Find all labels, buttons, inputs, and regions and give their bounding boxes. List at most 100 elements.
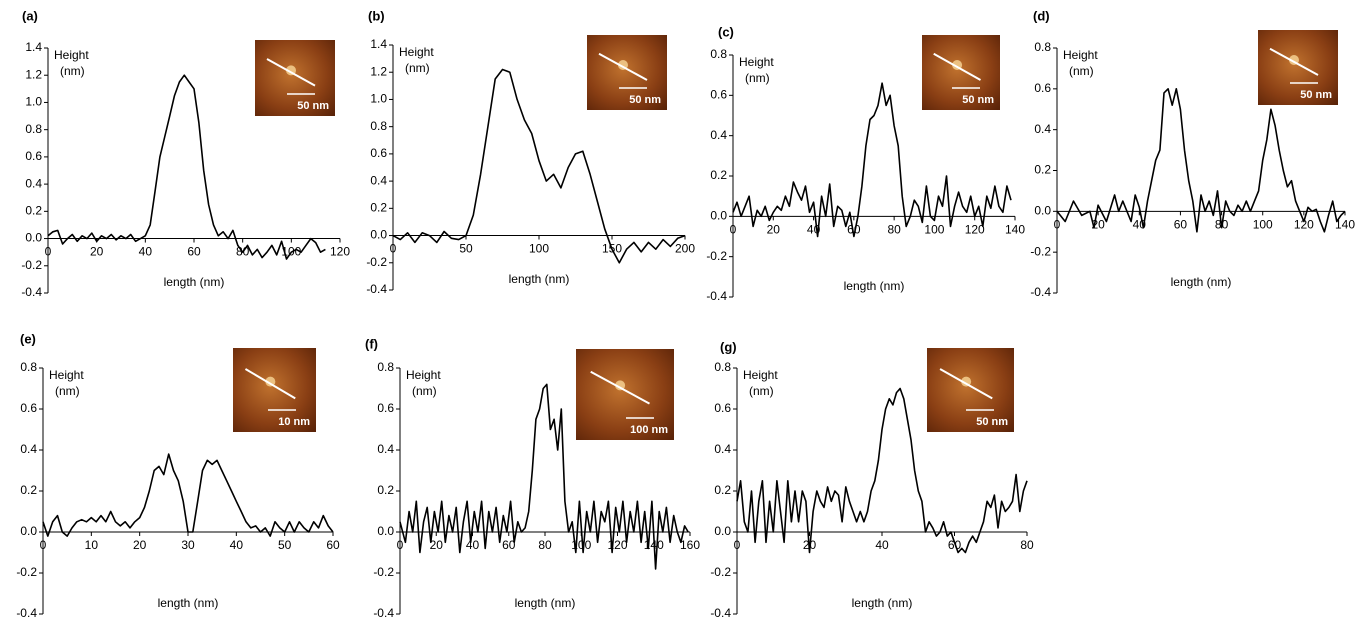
y-tick-label: 0.6	[377, 401, 394, 415]
y-tick-label: -0.2	[373, 565, 394, 579]
y-tick-label: -0.2	[21, 258, 42, 272]
y-tick-label: 0.4	[714, 442, 731, 456]
y-tick-label: 0.0	[20, 524, 37, 538]
y-tick-label: -0.2	[366, 255, 387, 269]
y-tick-label: 0.2	[710, 168, 727, 182]
y-tick-label: 1.4	[370, 37, 387, 51]
x-tick-label: 30	[181, 538, 195, 552]
panel-label: (d)	[1033, 8, 1050, 23]
profile-line	[43, 454, 333, 536]
y-tick-label: 0.2	[714, 483, 731, 497]
y-tick-label: -0.4	[710, 606, 731, 620]
y-tick-label: 0.6	[370, 146, 387, 160]
y-axis-unit: (nm)	[749, 384, 774, 398]
y-tick-label: 0.8	[1034, 40, 1051, 54]
scale-label: 10 nm	[278, 416, 310, 428]
y-tick-label: 0.4	[370, 173, 387, 187]
x-tick-label: 0	[1054, 218, 1061, 232]
x-tick-label: 40	[875, 538, 889, 552]
x-axis-title: length (nm)	[158, 596, 219, 610]
y-axis-unit: (nm)	[55, 384, 80, 398]
x-tick-label: 100	[529, 242, 549, 256]
y-tick-label: 0.0	[370, 228, 387, 242]
x-tick-label: 0	[734, 538, 741, 552]
scale-label: 50 nm	[629, 94, 661, 106]
x-tick-label: 60	[1174, 218, 1188, 232]
y-tick-label: 0.4	[710, 128, 727, 142]
y-tick-label: 0.6	[714, 401, 731, 415]
y-tick-label: 0.0	[377, 524, 394, 538]
y-axis-title: Height	[1063, 48, 1098, 62]
y-tick-label: 0.2	[377, 483, 394, 497]
y-tick-label: 0.6	[25, 149, 42, 163]
x-tick-label: 200	[675, 242, 695, 256]
panel: (g)-0.4-0.20.00.20.40.60.8020406080Heigh…	[710, 339, 1034, 620]
panel-label: (b)	[368, 8, 385, 23]
y-axis-title: Height	[49, 368, 84, 382]
y-tick-label: 1.4	[25, 40, 42, 54]
y-tick-label: 0.2	[370, 201, 387, 215]
x-tick-label: 100	[924, 223, 944, 237]
y-tick-label: -0.4	[706, 289, 727, 303]
y-axis-unit: (nm)	[405, 61, 430, 75]
y-tick-label: 1.2	[25, 67, 42, 81]
profile-line	[1057, 89, 1345, 232]
x-tick-label: 50	[459, 242, 473, 256]
y-tick-label: 0.4	[20, 442, 37, 456]
y-tick-label: -0.4	[373, 606, 394, 620]
y-axis-unit: (nm)	[745, 71, 770, 85]
x-tick-label: 0	[45, 245, 52, 259]
x-tick-label: 20	[133, 538, 147, 552]
x-tick-label: 50	[278, 538, 292, 552]
scale-label: 50 nm	[1300, 89, 1332, 101]
y-axis-title: Height	[406, 368, 441, 382]
x-tick-label: 60	[326, 538, 340, 552]
y-tick-label: 0.8	[714, 360, 731, 374]
x-tick-label: 20	[767, 223, 781, 237]
y-tick-label: 0.6	[1034, 81, 1051, 95]
y-axis-title: Height	[399, 45, 434, 59]
panel: (a)-0.4-0.20.00.20.40.60.81.01.21.402040…	[21, 8, 350, 299]
x-axis-title: length (nm)	[1171, 275, 1232, 289]
y-axis-title: Height	[54, 48, 89, 62]
y-tick-label: 0.8	[20, 360, 37, 374]
y-tick-label: 1.0	[25, 95, 42, 109]
y-tick-label: 0.0	[714, 524, 731, 538]
y-tick-label: 0.8	[377, 360, 394, 374]
x-tick-label: 0	[730, 223, 737, 237]
x-tick-label: 140	[1005, 223, 1025, 237]
x-tick-label: 0	[390, 242, 397, 256]
x-tick-label: 120	[330, 245, 350, 259]
y-tick-label: 1.2	[370, 64, 387, 78]
x-axis-title: length (nm)	[509, 272, 570, 286]
y-tick-label: 0.6	[710, 88, 727, 102]
panel-label: (g)	[720, 339, 737, 354]
y-tick-label: 0.4	[377, 442, 394, 456]
y-tick-label: 0.8	[710, 47, 727, 61]
scale-label: 50 nm	[962, 94, 994, 106]
x-tick-label: 160	[680, 538, 700, 552]
y-tick-label: 0.4	[1034, 122, 1051, 136]
panel-label: (c)	[718, 24, 734, 39]
y-tick-label: -0.4	[1030, 285, 1051, 299]
y-axis-unit: (nm)	[60, 64, 85, 78]
y-tick-label: 0.2	[20, 483, 37, 497]
panel: (e)-0.4-0.20.00.20.40.60.80102030405060H…	[16, 331, 340, 620]
y-tick-label: 0.8	[370, 119, 387, 133]
x-tick-label: 80	[538, 538, 552, 552]
panel-label: (f)	[365, 336, 378, 351]
panel: (c)-0.4-0.20.00.20.40.60.802040608010012…	[706, 24, 1025, 303]
y-tick-label: 0.8	[25, 122, 42, 136]
x-axis-title: length (nm)	[164, 275, 225, 289]
x-tick-label: 40	[230, 538, 244, 552]
scale-label: 50 nm	[297, 100, 329, 112]
x-tick-label: 20	[90, 245, 104, 259]
x-tick-label: 100	[1253, 218, 1273, 232]
y-tick-label: 0.0	[1034, 204, 1051, 218]
scale-label: 100 nm	[630, 424, 668, 436]
y-axis-unit: (nm)	[1069, 64, 1094, 78]
y-tick-label: 1.0	[370, 92, 387, 106]
y-tick-label: -0.4	[16, 606, 37, 620]
